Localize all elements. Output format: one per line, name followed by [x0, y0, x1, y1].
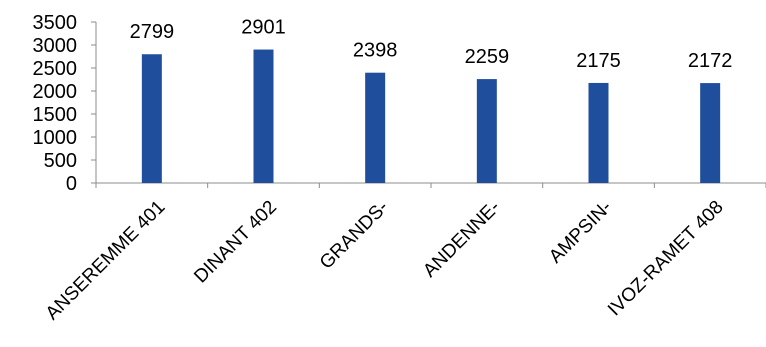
x-category-label: AMPSIN- — [545, 197, 616, 268]
y-tick-label: 1000 — [33, 127, 78, 149]
y-tick-label: 2000 — [33, 81, 78, 103]
data-label: 2259 — [465, 46, 510, 68]
y-tick-label: 3500 — [33, 12, 78, 34]
bar — [253, 49, 274, 183]
y-tick-label: 2500 — [33, 58, 78, 80]
x-category-label: GRANDS- — [316, 197, 393, 274]
bars — [141, 49, 721, 183]
bar — [365, 72, 386, 183]
y-tick-label: 500 — [44, 150, 77, 172]
data-label: 2175 — [576, 50, 621, 72]
axes — [95, 22, 766, 188]
y-tick-label: 1500 — [33, 104, 78, 126]
x-category-label: ANDENNE- — [419, 197, 504, 282]
data-label: 2901 — [241, 17, 286, 39]
x-axis-category-labels: ANSEREMME 401 DINANT 402 GRANDS- ANDENNE- AM… — [42, 197, 728, 325]
bar — [700, 83, 721, 183]
data-labels: 2799 2901 2398 2259 2175 2172 — [130, 17, 733, 73]
x-category-label: DINANT 402 — [190, 197, 281, 288]
data-label: 2172 — [688, 50, 733, 72]
data-label: 2799 — [130, 21, 175, 43]
y-tick-label: 0 — [66, 173, 77, 195]
bar — [141, 54, 162, 183]
y-tick-label: 3000 — [33, 35, 78, 57]
bar — [588, 82, 609, 183]
x-category-label: IVOZ-RAMET 408 — [604, 197, 728, 321]
x-category-label: ANSEREMME 401 — [42, 197, 170, 325]
data-label: 2398 — [353, 40, 398, 62]
bar — [476, 79, 497, 183]
